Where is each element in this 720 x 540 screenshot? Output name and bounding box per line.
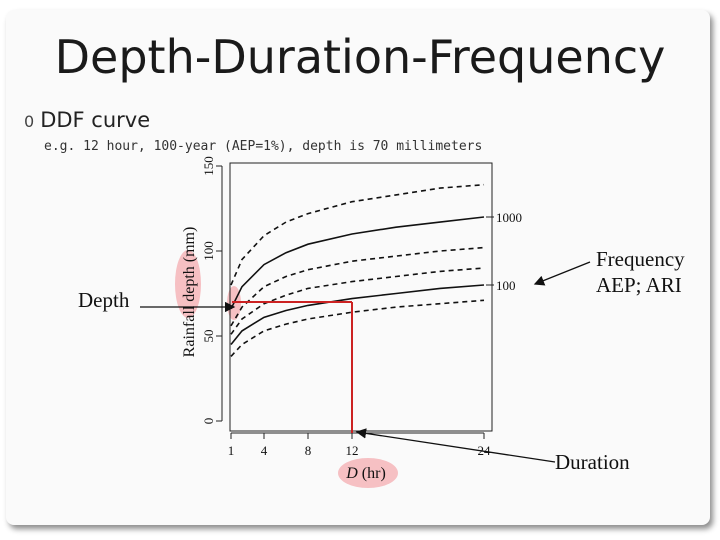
slide-title: Depth-Duration-Frequency — [54, 30, 666, 84]
y-tick-label: 150 — [201, 156, 216, 176]
series-line — [230, 246, 485, 327]
bullet-text: DDF curve — [40, 108, 151, 132]
slide-frame — [6, 10, 710, 525]
frequency-annotation-line1: Frequency — [596, 247, 685, 271]
y-tick-label: 100 — [201, 241, 216, 261]
x-tick-label: 12 — [346, 443, 359, 458]
series-label: 1000 — [496, 210, 522, 225]
duration-annotation: Duration — [555, 450, 630, 474]
bullet-item: 0 DDF curve — [24, 108, 150, 132]
series-line — [230, 284, 485, 346]
duration-arrow — [355, 428, 556, 463]
y-axis-label: Rainfall depth (mm) — [181, 227, 198, 358]
x-axis-label: D (hr) — [345, 465, 386, 482]
frequency-annotation: Frequency AEP; ARI — [596, 246, 685, 298]
ylabel-highlight — [175, 250, 201, 318]
ddf-curves — [230, 183, 485, 357]
frequency-arrow — [533, 261, 591, 286]
series-line — [230, 216, 485, 310]
x-tick-label: 4 — [261, 443, 268, 458]
series-line — [230, 267, 485, 335]
bullet-subtext: e.g. 12 hour, 100-year (AEP=1%), depth i… — [44, 139, 483, 154]
x-axis: 1 4 8 12 24 — [228, 432, 492, 458]
highlight-path — [232, 301, 353, 433]
bullet-marker: 0 — [24, 112, 35, 131]
y-tick-label: 50 — [201, 330, 216, 343]
depth-annotation: Depth — [78, 288, 130, 312]
series-line — [230, 299, 485, 357]
series-labels: 1000 100 — [486, 210, 522, 293]
x-tick-label: 8 — [305, 443, 312, 458]
x-tick-label: 1 — [228, 443, 235, 458]
y-tick-label: 0 — [201, 418, 216, 425]
series-line — [230, 183, 485, 286]
frequency-annotation-line2: AEP; ARI — [596, 273, 682, 297]
x-tick-label: 24 — [478, 443, 492, 458]
xlabel-highlight — [338, 458, 398, 488]
series-label: 100 — [496, 278, 516, 293]
y-axis: 0 50 100 150 — [201, 156, 223, 425]
